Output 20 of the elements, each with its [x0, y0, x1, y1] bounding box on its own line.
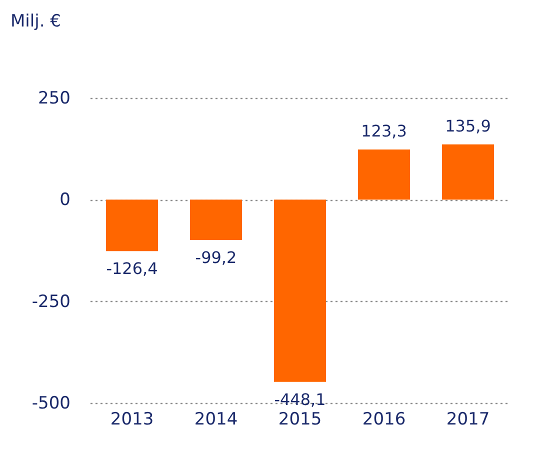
y-axis-title: Milj. €	[10, 12, 61, 32]
bar	[274, 200, 326, 382]
x-tick-label: 2015	[278, 410, 322, 430]
y-tick-label: 0	[60, 190, 70, 210]
x-tick-label: 2014	[194, 410, 238, 430]
data-label: 135,9	[445, 116, 491, 136]
y-tick-label: -500	[32, 394, 70, 414]
data-label: -99,2	[195, 248, 237, 268]
bar	[358, 150, 410, 200]
x-tick-label: 2016	[362, 410, 406, 430]
bar	[442, 144, 494, 200]
x-tick-label: 2017	[446, 410, 490, 430]
bar	[106, 200, 158, 252]
data-label: -126,4	[106, 259, 158, 278]
data-label: -448,1	[274, 390, 326, 409]
y-tick-label: 250	[38, 88, 70, 108]
bar	[190, 200, 242, 240]
data-label: 123,3	[361, 122, 407, 141]
x-tick-label: 2013	[110, 410, 154, 430]
y-tick-label: -250	[32, 292, 70, 312]
